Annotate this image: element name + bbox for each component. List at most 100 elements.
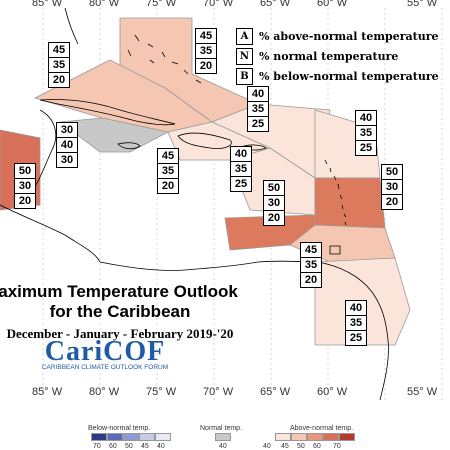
prob-normal: 35 [195,43,217,59]
title-line: for the Caribbean [49,302,191,321]
prob-below: 20 [195,58,217,74]
colorbar-tick: 60 [313,443,321,450]
title-line: Maximum Temperature Outlook [0,282,238,301]
prob-above: 50 [263,180,285,196]
key-text: % below-normal temperature [259,69,439,83]
prob-box-trinidad: 45 35 20 [300,242,322,288]
prob-below: 25 [247,116,269,132]
prob-normal: 35 [247,101,269,117]
prob-above: 45 [48,42,70,58]
prob-normal: 30 [263,195,285,211]
prob-above: 40 [230,146,252,162]
key-row-above: A % above-normal temperature [236,26,439,46]
lon-label: 80° W [89,386,120,398]
prob-below: 20 [381,194,403,210]
prob-box-windward-islands: 50 30 20 [381,164,403,210]
lon-label: 80° W [89,0,120,9]
prob-above: 40 [247,86,269,102]
lon-label: 75° W [146,386,177,398]
coastlines [0,7,389,401]
prob-below: 20 [14,193,36,209]
prob-normal: 35 [230,161,252,177]
prob-below: 20 [48,72,70,88]
swatch-below-50 [123,433,139,441]
prob-below: 25 [345,330,367,346]
prob-above: 45 [300,242,322,258]
prob-below: 20 [157,178,179,194]
key-text: % above-normal temperature [259,29,439,43]
lon-label: 65° W [260,0,291,9]
region-windward-islands [314,177,386,229]
logo-subtitle: CARIBBEAN CLIMATE OUTLOOK FORUM [41,364,169,371]
prob-above: 50 [14,163,36,179]
prob-box-cuba: 45 35 20 [48,42,70,88]
lon-label: 60° W [317,386,348,398]
prob-above: 40 [355,110,377,126]
map-title: Maximum Temperature Outlook for the Cari… [0,282,240,342]
prob-normal: 35 [157,163,179,179]
prob-box-puerto-rico: 40 35 25 [230,146,252,192]
season-label: December - January - February 2019-'20 [6,326,234,341]
prob-box-hispaniola: 45 35 20 [157,148,179,194]
key-letter: A [236,27,253,45]
swatch-above-70 [339,433,355,441]
lon-label: 55° W [407,386,438,398]
swatch-above-45 [291,433,307,441]
swatch-below-40 [155,433,171,441]
caricof-logo: CariCOF CARIBBEAN CLIMATE OUTLOOK FORUM [30,336,180,371]
region-jamaica-cayman [58,117,170,153]
colorbar-normal-title: Normal temp. [200,425,243,432]
colorbar-tick: 70 [93,443,101,450]
lon-label: 70° W [203,0,234,9]
key-row-below: B % below-normal temperature [236,66,439,86]
logo-text: CariCOF [44,336,166,367]
prob-normal: 35 [300,257,322,273]
swatch-normal-40 [215,433,231,441]
prob-above: 45 [195,28,217,44]
colorbar-tick: 70 [333,443,341,450]
key-row-normal: N % normal temperature [236,46,439,66]
prob-box-abc-islands: 50 30 20 [263,180,285,226]
lon-label: 60° W [317,0,348,9]
colorbar-tick: 45 [141,443,149,450]
prob-below: 20 [300,272,322,288]
prob-above: 30 [56,122,78,138]
prob-below: 20 [263,210,285,226]
prob-box-jamaica-cayman: 30 40 30 [56,122,78,168]
lon-label: 65° W [260,386,291,398]
prob-normal: 35 [48,57,70,73]
prob-normal: 35 [355,125,377,141]
prob-above: 45 [157,148,179,164]
colorbar-tick: 50 [125,443,133,450]
key-text: % normal temperature [259,49,399,63]
prob-below: 30 [56,152,78,168]
prob-box-guianas: 40 35 25 [345,300,367,346]
swatch-above-40 [275,433,291,441]
prob-below: 25 [355,140,377,156]
prob-box-northern-lesser-antilles: 40 35 25 [355,110,377,156]
swatch-below-45 [139,433,155,441]
prob-above: 50 [381,164,403,180]
swatch-above-60 [323,433,339,441]
swatch-below-60 [107,433,123,441]
color-legend: Below-normal temp. Normal temp. Above-no… [0,400,450,450]
prob-normal: 35 [345,315,367,331]
prob-above: 40 [345,300,367,316]
lon-label: 75° W [146,0,177,9]
prob-box-north-atlantic: 40 35 25 [247,86,269,132]
prob-below: 25 [230,176,252,192]
colorbar-tick: 45 [281,443,289,450]
colorbar-tick: 40 [157,443,165,450]
lon-label: 85° W [32,0,63,9]
lon-label: 70° W [203,386,234,398]
lon-label: 85° W [32,386,63,398]
colorbar-below-title: Below-normal temp. [88,425,151,432]
key-letter: B [236,67,253,85]
lon-label: 55° W [407,0,438,9]
swatch-above-50 [307,433,323,441]
prob-normal: 40 [56,137,78,153]
colorbar-above-title: Above-normal temp. [290,425,354,432]
region-polygons [0,17,411,346]
colorbar-tick: 40 [263,443,271,450]
